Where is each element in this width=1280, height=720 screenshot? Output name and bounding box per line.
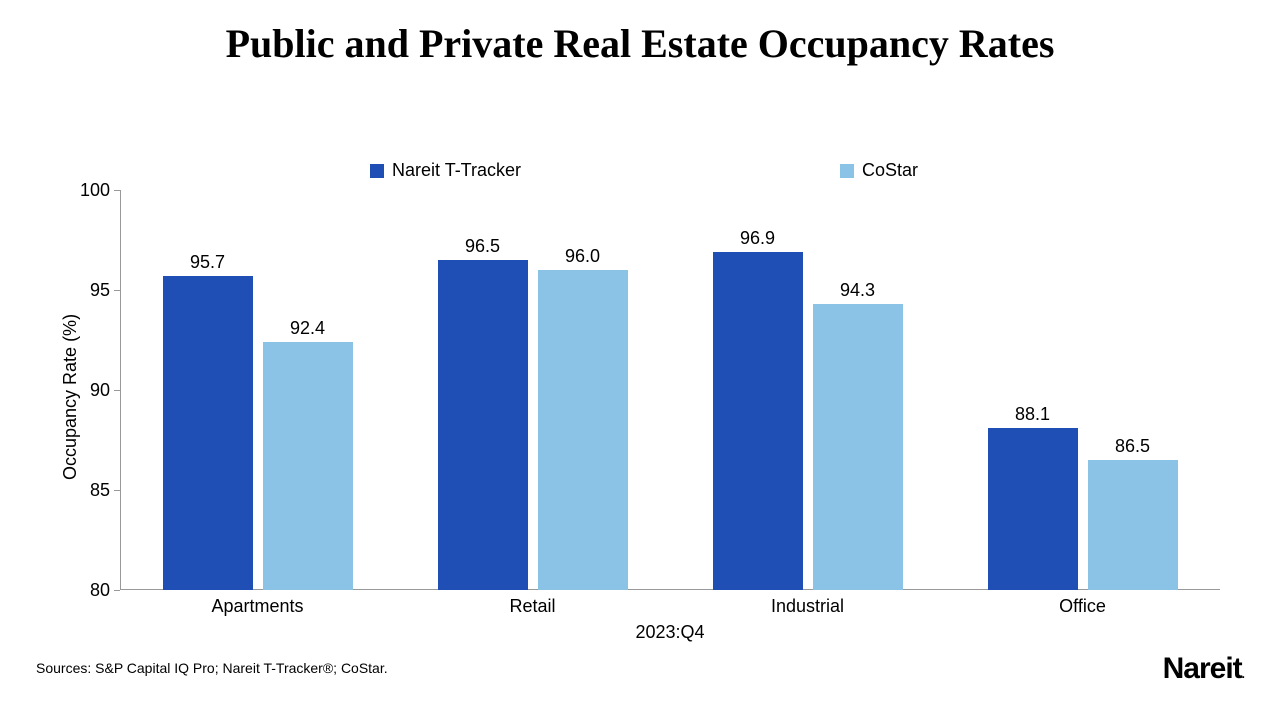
y-tick-label: 100: [70, 180, 110, 201]
y-tick-mark: [114, 390, 120, 391]
y-tick-mark: [114, 490, 120, 491]
bar: [438, 260, 528, 590]
bar: [713, 252, 803, 590]
legend-item: CoStar: [840, 160, 918, 181]
y-tick-label: 90: [70, 380, 110, 401]
y-tick-mark: [114, 290, 120, 291]
x-axis-title: 2023:Q4: [620, 622, 720, 643]
bar-value-label: 92.4: [278, 318, 338, 339]
bar: [1088, 460, 1178, 590]
bar-value-label: 88.1: [1003, 404, 1063, 425]
source-line: Sources: S&P Capital IQ Pro; Nareit T-Tr…: [36, 660, 388, 676]
bar: [263, 342, 353, 590]
y-tick-mark: [114, 590, 120, 591]
bar-value-label: 96.0: [553, 246, 613, 267]
bar: [813, 304, 903, 590]
bar: [988, 428, 1078, 590]
bar-value-label: 96.5: [453, 236, 513, 257]
y-tick-label: 80: [70, 580, 110, 601]
bar: [163, 276, 253, 590]
y-tick-label: 95: [70, 280, 110, 301]
chart-title: Public and Private Real Estate Occupancy…: [0, 20, 1280, 67]
y-tick-mark: [114, 190, 120, 191]
legend-item: Nareit T-Tracker: [370, 160, 521, 181]
legend-label: Nareit T-Tracker: [392, 160, 521, 181]
legend-swatch: [370, 164, 384, 178]
nareit-logo-dot: .: [1242, 667, 1244, 681]
nareit-logo-text: Nareit: [1163, 652, 1242, 685]
nareit-logo: Nareit.: [1163, 652, 1244, 686]
category-label: Apartments: [178, 596, 338, 617]
legend-label: CoStar: [862, 160, 918, 181]
category-label: Office: [1003, 596, 1163, 617]
category-label: Industrial: [728, 596, 888, 617]
bar-value-label: 94.3: [828, 280, 888, 301]
y-tick-label: 85: [70, 480, 110, 501]
bar-value-label: 86.5: [1103, 436, 1163, 457]
bar: [538, 270, 628, 590]
chart-frame: { "title": { "text": "Public and Private…: [0, 0, 1280, 720]
bar-value-label: 95.7: [178, 252, 238, 273]
category-label: Retail: [453, 596, 613, 617]
legend-swatch: [840, 164, 854, 178]
bar-value-label: 96.9: [728, 228, 788, 249]
